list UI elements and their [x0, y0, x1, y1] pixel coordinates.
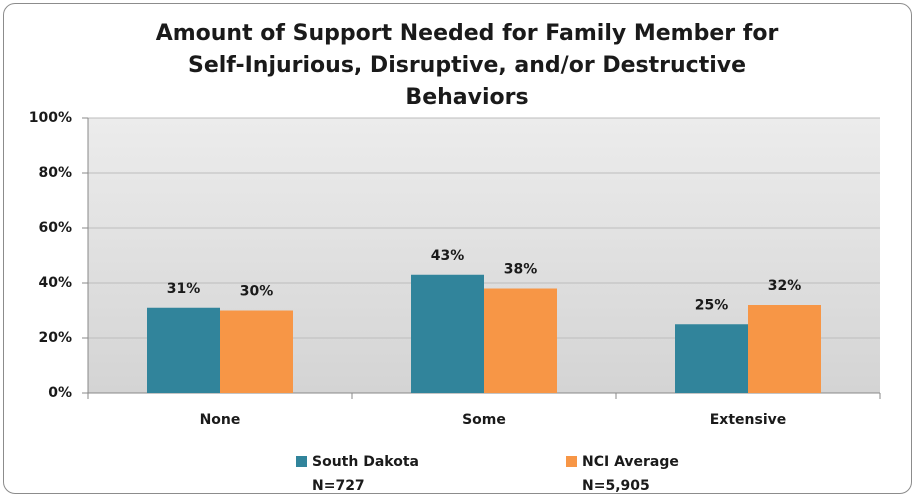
legend-swatch	[296, 456, 307, 467]
bar	[411, 274, 484, 393]
x-tick-label: None	[200, 412, 241, 428]
y-tick-label: 80%	[38, 165, 72, 181]
x-tick-label: Some	[462, 412, 506, 428]
y-tick-label: 60%	[38, 220, 72, 236]
chart-title: Amount of Support Needed for Family Memb…	[155, 21, 779, 110]
value-label: 25%	[695, 297, 729, 313]
x-tick-label: Extensive	[710, 412, 787, 428]
bar	[675, 324, 748, 393]
chart-frame	[3, 3, 912, 494]
legend-label: NCI Average	[582, 454, 679, 470]
bar	[748, 305, 821, 393]
bar	[220, 310, 293, 393]
value-label: 43%	[431, 248, 465, 264]
y-tick-label: 40%	[38, 275, 72, 291]
value-label: 38%	[504, 262, 538, 278]
legend-swatch	[566, 456, 577, 467]
y-tick-label: 100%	[29, 110, 72, 126]
y-tick-label: 0%	[48, 385, 72, 401]
y-tick-label: 20%	[38, 330, 72, 346]
bar	[147, 307, 220, 393]
legend-label: South Dakota	[312, 454, 419, 470]
value-label: 32%	[768, 278, 802, 294]
legend-note: N=727	[312, 478, 365, 494]
bar	[484, 288, 557, 393]
legend-note: N=5,905	[582, 478, 650, 494]
value-label: 30%	[240, 284, 274, 300]
value-label: 31%	[167, 281, 201, 297]
